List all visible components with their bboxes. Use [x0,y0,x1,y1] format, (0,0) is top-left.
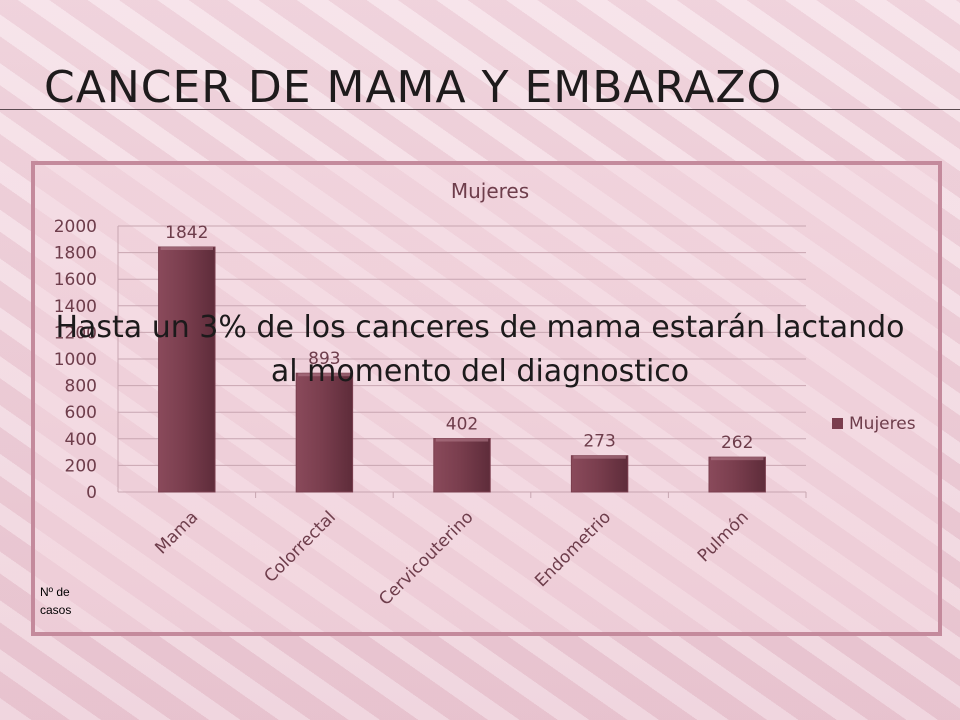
bar-top-highlight [573,455,626,459]
bar-top-highlight [710,457,764,461]
y-axis-ticks: 0 200 400 600 800 1000 1200 1400 1600 1800 2000 [54,217,97,503]
gridlines [117,225,807,498]
legend-swatch [832,418,843,429]
y-tick-label: 200 [65,456,97,476]
bar-endometrio [570,455,629,493]
bar-cervicouterino [433,438,491,493]
data-label: 893 [308,349,340,369]
y-tick-label: 2000 [54,217,97,237]
axis-note: Nº de casos [40,585,72,617]
bar-top-highlight [435,438,489,442]
overlay-statement: Hasta un 3% de los canceres de mama esta… [55,310,905,389]
data-label: 262 [721,433,753,453]
chart-title: Mujeres [451,179,529,203]
bar-mama [158,246,216,493]
title-divider [0,109,960,110]
legend-label: Mujeres [849,414,916,434]
x-tick-label: Cervicouterino [375,507,477,609]
data-label: 402 [446,415,478,435]
y-tick-label: 1800 [54,244,97,264]
y-tick-label: 800 [65,377,97,397]
y-tick-label: 0 [86,483,97,503]
bar-pulmón [708,456,766,493]
slide-title: CANCER DE MAMA Y EMBARAZO [44,62,783,113]
data-labels: 1842 893 402 273 262 [165,223,753,453]
x-axis-ticks: Mama Colorrectal Cervicouterino Endometrio P… [151,507,752,609]
y-tick-label: 400 [65,430,97,450]
y-tick-label: 1600 [54,270,97,290]
data-label: 1842 [165,223,208,243]
bars [158,246,766,493]
y-tick-label: 1200 [54,323,97,343]
x-tick-label: Pulmón [694,507,753,566]
x-tick-label: Colorrectal [261,507,340,586]
x-tick-label: Endometrio [531,507,615,591]
y-tick-label: 1000 [54,350,97,370]
data-label: 273 [583,432,615,452]
bar-top-highlight [298,373,351,377]
bar-top-highlight [160,247,214,251]
y-tick-label: 600 [65,403,97,423]
y-tick-label: 1400 [54,297,97,317]
x-tick-label: Mama [151,507,202,558]
legend: Mujeres [832,414,916,434]
